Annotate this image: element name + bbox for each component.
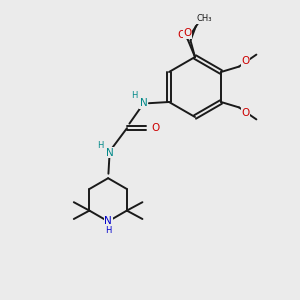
Text: N: N xyxy=(140,98,147,109)
Text: O: O xyxy=(242,56,250,66)
Text: O: O xyxy=(242,108,250,118)
Text: H: H xyxy=(97,141,103,150)
Text: N: N xyxy=(106,148,113,158)
Text: O: O xyxy=(151,123,159,133)
Text: CH₃: CH₃ xyxy=(196,14,212,23)
Text: H: H xyxy=(131,92,137,100)
Text: H: H xyxy=(105,226,111,235)
Text: N: N xyxy=(104,216,112,226)
Text: O: O xyxy=(183,28,192,38)
Text: O: O xyxy=(177,29,186,40)
